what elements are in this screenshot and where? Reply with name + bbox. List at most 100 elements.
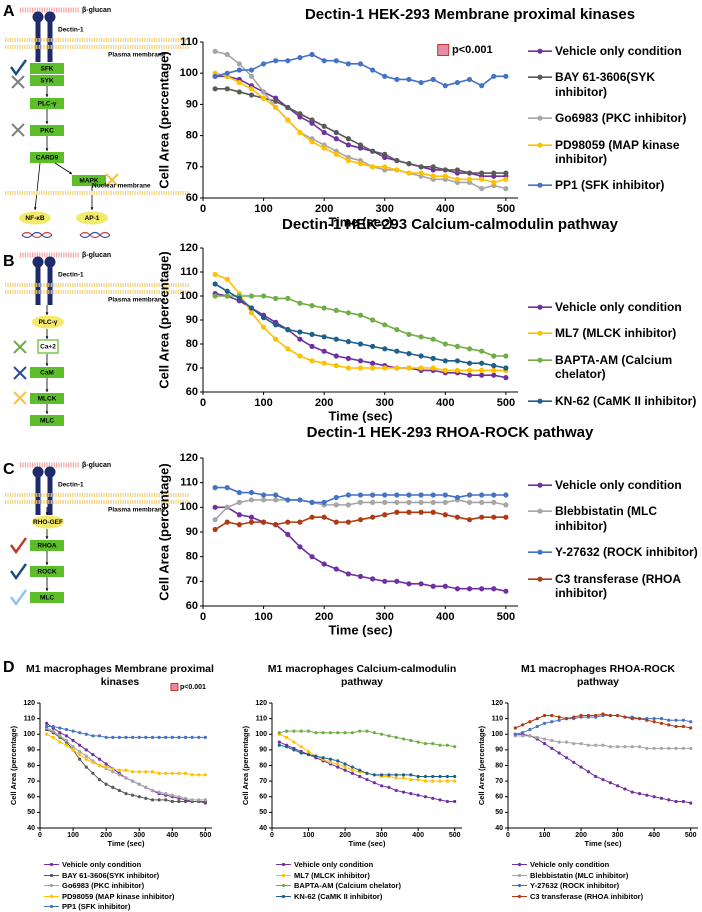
y-tick-label: 70: [186, 161, 198, 173]
data-point: [418, 170, 424, 176]
data-point: [183, 735, 188, 739]
x-tick-label: 200: [339, 832, 351, 839]
node-box: [37, 339, 59, 354]
data-point: [183, 771, 188, 775]
data-point: [285, 531, 291, 538]
inhibit-mark: [10, 563, 27, 581]
legend: Vehicle only condition BAY 61-3606(SYK in…: [44, 860, 244, 912]
data-point: [51, 729, 55, 733]
legend-label: Go6983 (PKC inhibitor): [62, 881, 145, 890]
data-point: [454, 494, 461, 501]
data-point: [333, 336, 339, 342]
data-point: [503, 186, 509, 192]
data-point: [97, 777, 102, 782]
data-point: [104, 765, 108, 769]
data-point: [572, 715, 576, 719]
legend-item: Blebbistatin (MLC inhibitor): [512, 871, 702, 880]
data-point: [438, 779, 442, 783]
y-tick-label: 110: [24, 715, 35, 722]
data-point: [430, 76, 436, 83]
legend-label: BAY 61-3606(SYK inhibitor): [555, 70, 656, 99]
data-point: [528, 734, 532, 738]
data-point: [442, 512, 448, 518]
data-point: [454, 367, 461, 373]
data-point: [430, 499, 436, 505]
data-point: [681, 718, 685, 722]
data-point: [479, 492, 485, 498]
y-tick-label: 120: [491, 700, 503, 707]
legend-marker: [512, 873, 527, 877]
data-point: [309, 139, 315, 145]
data-point: [117, 788, 121, 793]
receptor: [35, 16, 41, 62]
data-point: [297, 129, 303, 136]
data-point: [491, 514, 497, 520]
data-point: [321, 348, 327, 354]
receptor: [35, 471, 41, 515]
data-point: [667, 798, 671, 802]
dna: [21, 231, 53, 239]
data-point: [438, 774, 442, 779]
chart-title: M1 macrophages RHOA-ROCK pathway: [520, 663, 676, 688]
data-point: [442, 167, 448, 173]
data-point: [586, 770, 590, 774]
data-point: [557, 751, 561, 755]
data-point: [479, 372, 485, 378]
data-point: [454, 586, 461, 592]
legend-label: Vehicle only condition: [62, 860, 142, 869]
legend-dot: [49, 883, 54, 888]
legend-label: Blebbistatin (MLC inhibitor): [555, 504, 657, 533]
data-point: [91, 760, 95, 764]
data-point: [212, 281, 218, 287]
data-point: [97, 734, 102, 738]
data-point: [535, 717, 539, 721]
x-tick-label: 100: [254, 611, 272, 623]
data-point: [309, 117, 315, 123]
data-point: [236, 295, 242, 301]
x-tick-label: 300: [612, 832, 624, 839]
data-point: [78, 752, 82, 757]
legend-dot: [537, 482, 543, 488]
y-tick-label: 80: [495, 762, 503, 769]
data-point: [260, 95, 267, 101]
data-point: [445, 774, 449, 779]
legend-dot: [517, 862, 522, 867]
data-point: [297, 336, 303, 342]
legend-dot: [537, 508, 543, 515]
node-box: [30, 125, 64, 136]
data-point: [380, 732, 384, 736]
legend-marker: [528, 398, 552, 404]
data-point: [248, 86, 255, 92]
data-point: [224, 519, 230, 525]
legend-marker: [44, 894, 59, 898]
legend-marker: [528, 330, 552, 337]
data-point: [409, 738, 413, 743]
data-point: [423, 795, 428, 799]
annotation: p<0.001: [180, 684, 206, 691]
data-point: [652, 717, 656, 721]
data-point: [297, 55, 303, 61]
node-box: [30, 367, 64, 378]
data-point: [365, 729, 369, 733]
arrow-head: [45, 411, 49, 414]
data-point: [309, 554, 315, 560]
x-tick-label: 400: [648, 832, 660, 839]
data-point: [503, 588, 509, 594]
data-point: [608, 745, 612, 749]
data-point: [183, 799, 188, 804]
data-point: [212, 526, 218, 533]
receptor-head: [44, 466, 56, 478]
data-point: [616, 784, 620, 788]
y-tick-label: 90: [27, 747, 35, 754]
x-tick-label: 100: [254, 397, 272, 409]
x-tick-label: 300: [133, 832, 145, 839]
receptor: [35, 261, 41, 305]
legend-marker: [528, 74, 552, 81]
data-point: [273, 322, 279, 328]
data-point: [479, 586, 485, 592]
data-point: [285, 104, 291, 111]
arrow-head: [69, 171, 72, 174]
data-point: [124, 768, 128, 772]
y-tick-label: 70: [186, 575, 198, 587]
legend-item: Vehicle only condition: [528, 300, 700, 314]
